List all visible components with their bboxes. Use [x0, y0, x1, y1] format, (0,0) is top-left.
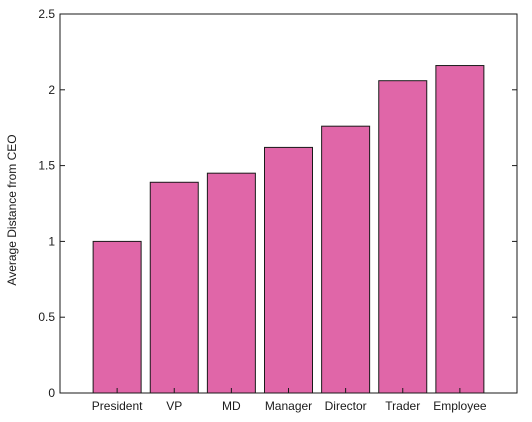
- bar-manager: [264, 146, 313, 394]
- x-axis-ticks: President VP MD Manager Director Trader Employ…: [92, 388, 487, 413]
- bar-director: [321, 125, 371, 394]
- bar-vp: [149, 181, 199, 394]
- y-tick-label: 0: [48, 386, 55, 400]
- y-tick-label: 2.5: [38, 7, 55, 21]
- x-tick-label-manager: Manager: [265, 399, 312, 413]
- x-tick-label-director: Director: [325, 399, 367, 413]
- x-tick-label-md: MD: [222, 399, 241, 413]
- x-tick-label-employee: Employee: [433, 399, 487, 413]
- bar-president: [92, 240, 142, 394]
- bar-employee: [435, 65, 485, 394]
- y-tick-label: 1.5: [38, 159, 55, 173]
- y-tick-label: 1: [48, 234, 55, 248]
- bar-md: [206, 172, 256, 394]
- x-tick-label-vp: VP: [166, 399, 182, 413]
- y-tick-label: 0.5: [38, 310, 55, 324]
- bars-group: [92, 65, 485, 394]
- y-axis-ticks: 0 0.5 1 1.5 2 2.5: [38, 7, 517, 400]
- bar-trader: [378, 80, 428, 394]
- y-axis-label: Average Distance from CEO: [5, 134, 19, 285]
- x-tick-label-trader: Trader: [385, 399, 420, 413]
- x-tick-label-president: President: [92, 399, 143, 413]
- y-tick-label: 2: [48, 83, 55, 97]
